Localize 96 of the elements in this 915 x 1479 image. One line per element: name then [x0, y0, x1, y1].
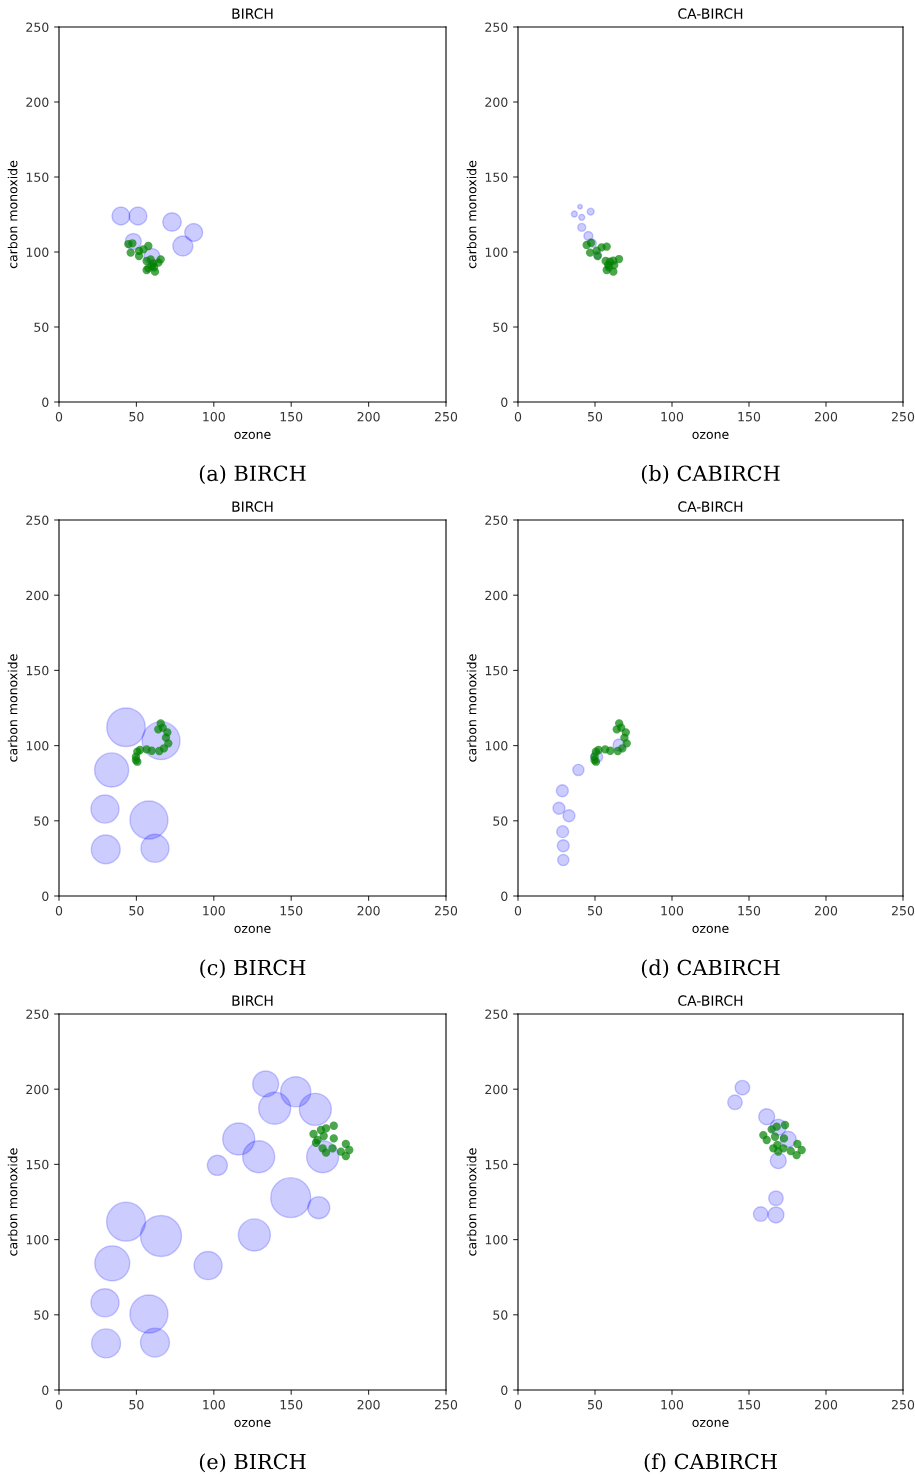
- x-tick-label: 200: [357, 905, 380, 916]
- x-tick-label: 100: [203, 1399, 225, 1410]
- y-tick-label: 150: [485, 1159, 508, 1170]
- y-tick-label: 250: [26, 22, 49, 32]
- x-tick-label: 150: [738, 411, 761, 422]
- x-tick-label: 50: [129, 411, 144, 422]
- y-tick-label: 50: [493, 1310, 508, 1320]
- y-tick-label: 250: [485, 22, 508, 32]
- y-tick-label: 0: [42, 397, 49, 407]
- y-tick-label: 100: [26, 247, 49, 257]
- y-tick-label: 150: [485, 172, 508, 182]
- y-tick-label: 0: [42, 1385, 49, 1395]
- y-axis-title: carbon monoxide: [466, 654, 477, 762]
- y-tick-label: 50: [493, 816, 508, 826]
- text: (c) BIRCH: [200, 959, 306, 979]
- y-tick-label: 200: [485, 97, 508, 107]
- x-tick-label: 0: [514, 411, 522, 422]
- text: (f) CABIRCH: [644, 1453, 777, 1473]
- y-tick-label: 250: [485, 1009, 508, 1019]
- x-axis-title: ozone: [692, 431, 729, 440]
- chart-title: BIRCH: [232, 501, 273, 512]
- chart-title: CA-BIRCH: [678, 8, 743, 19]
- y-tick-label: 50: [34, 1310, 49, 1320]
- x-tick-label: 250: [434, 1399, 458, 1410]
- x-tick-label: 200: [814, 1399, 838, 1410]
- x-tick-label: 150: [280, 411, 303, 422]
- y-tick-label: 150: [485, 665, 508, 676]
- x-tick-label: 150: [738, 905, 761, 916]
- y-tick-label: 200: [26, 1084, 49, 1095]
- x-tick-label: 100: [661, 411, 684, 422]
- text: (e) BIRCH: [199, 1453, 306, 1473]
- x-tick-label: 100: [661, 1399, 684, 1410]
- text: (a) BIRCH: [199, 465, 306, 485]
- y-tick-label: 100: [26, 741, 49, 751]
- y-tick-label: 200: [26, 590, 49, 601]
- y-tick-label: 50: [34, 816, 49, 826]
- y-tick-label: 100: [485, 1235, 508, 1245]
- y-tick-label: 50: [34, 322, 49, 332]
- x-tick-label: 0: [55, 1399, 63, 1410]
- y-tick-label: 150: [26, 1159, 49, 1170]
- x-axis-title: ozone: [692, 925, 729, 934]
- x-tick-label: 50: [588, 1399, 603, 1410]
- y-tick-label: 0: [42, 891, 49, 901]
- x-tick-label: 200: [814, 411, 838, 422]
- y-tick-label: 250: [26, 515, 49, 525]
- x-axis-title: ozone: [234, 1419, 271, 1428]
- x-tick-label: 0: [55, 411, 63, 422]
- y-tick-label: 200: [485, 590, 508, 601]
- x-tick-label: 0: [514, 1399, 522, 1410]
- x-tick-label: 250: [891, 1399, 915, 1410]
- x-tick-label: 150: [280, 905, 303, 916]
- chart-title: CA-BIRCH: [678, 501, 743, 512]
- x-tick-label: 200: [814, 905, 838, 916]
- x-tick-label: 100: [203, 905, 225, 916]
- y-tick-label: 100: [485, 247, 508, 257]
- x-axis-title: ozone: [692, 1419, 729, 1428]
- x-tick-label: 250: [434, 411, 458, 422]
- y-tick-label: 200: [26, 97, 49, 107]
- y-tick-label: 250: [26, 1009, 49, 1019]
- x-tick-label: 150: [738, 1399, 761, 1410]
- x-tick-label: 150: [280, 1399, 303, 1410]
- y-tick-label: 150: [26, 665, 49, 676]
- text: (d) CABIRCH: [641, 959, 780, 979]
- y-tick-label: 0: [501, 1385, 508, 1395]
- y-tick-label: 100: [485, 741, 508, 751]
- y-axis-title: carbon monoxide: [7, 1148, 18, 1256]
- y-tick-label: 0: [501, 397, 508, 407]
- y-tick-label: 250: [485, 515, 508, 525]
- x-tick-label: 200: [357, 1399, 380, 1410]
- x-axis-title: ozone: [234, 431, 271, 440]
- chart-title: BIRCH: [232, 8, 273, 19]
- text: (b) CABIRCH: [641, 465, 780, 485]
- y-tick-label: 50: [493, 322, 508, 332]
- x-axis-title: ozone: [234, 925, 271, 934]
- y-tick-label: 150: [26, 172, 49, 182]
- x-tick-label: 50: [588, 905, 603, 916]
- y-axis-title: carbon monoxide: [466, 160, 477, 269]
- y-axis-title: carbon monoxide: [7, 654, 18, 762]
- y-tick-label: 200: [485, 1084, 508, 1095]
- x-tick-label: 250: [891, 411, 915, 422]
- x-tick-label: 250: [891, 905, 915, 916]
- x-tick-label: 0: [55, 905, 63, 916]
- chart-title: CA-BIRCH: [678, 995, 743, 1006]
- x-tick-label: 50: [129, 905, 144, 916]
- x-tick-label: 50: [129, 1399, 144, 1410]
- x-tick-label: 250: [434, 905, 458, 916]
- x-tick-label: 50: [588, 411, 603, 422]
- chart-title: BIRCH: [232, 995, 273, 1006]
- y-tick-label: 100: [26, 1235, 49, 1245]
- y-axis-title: carbon monoxide: [466, 1148, 477, 1256]
- x-tick-label: 200: [357, 411, 380, 422]
- x-tick-label: 100: [203, 411, 225, 422]
- y-axis-title: carbon monoxide: [7, 160, 18, 269]
- y-tick-label: 0: [501, 891, 508, 901]
- x-tick-label: 100: [661, 905, 684, 916]
- x-tick-label: 0: [514, 905, 522, 916]
